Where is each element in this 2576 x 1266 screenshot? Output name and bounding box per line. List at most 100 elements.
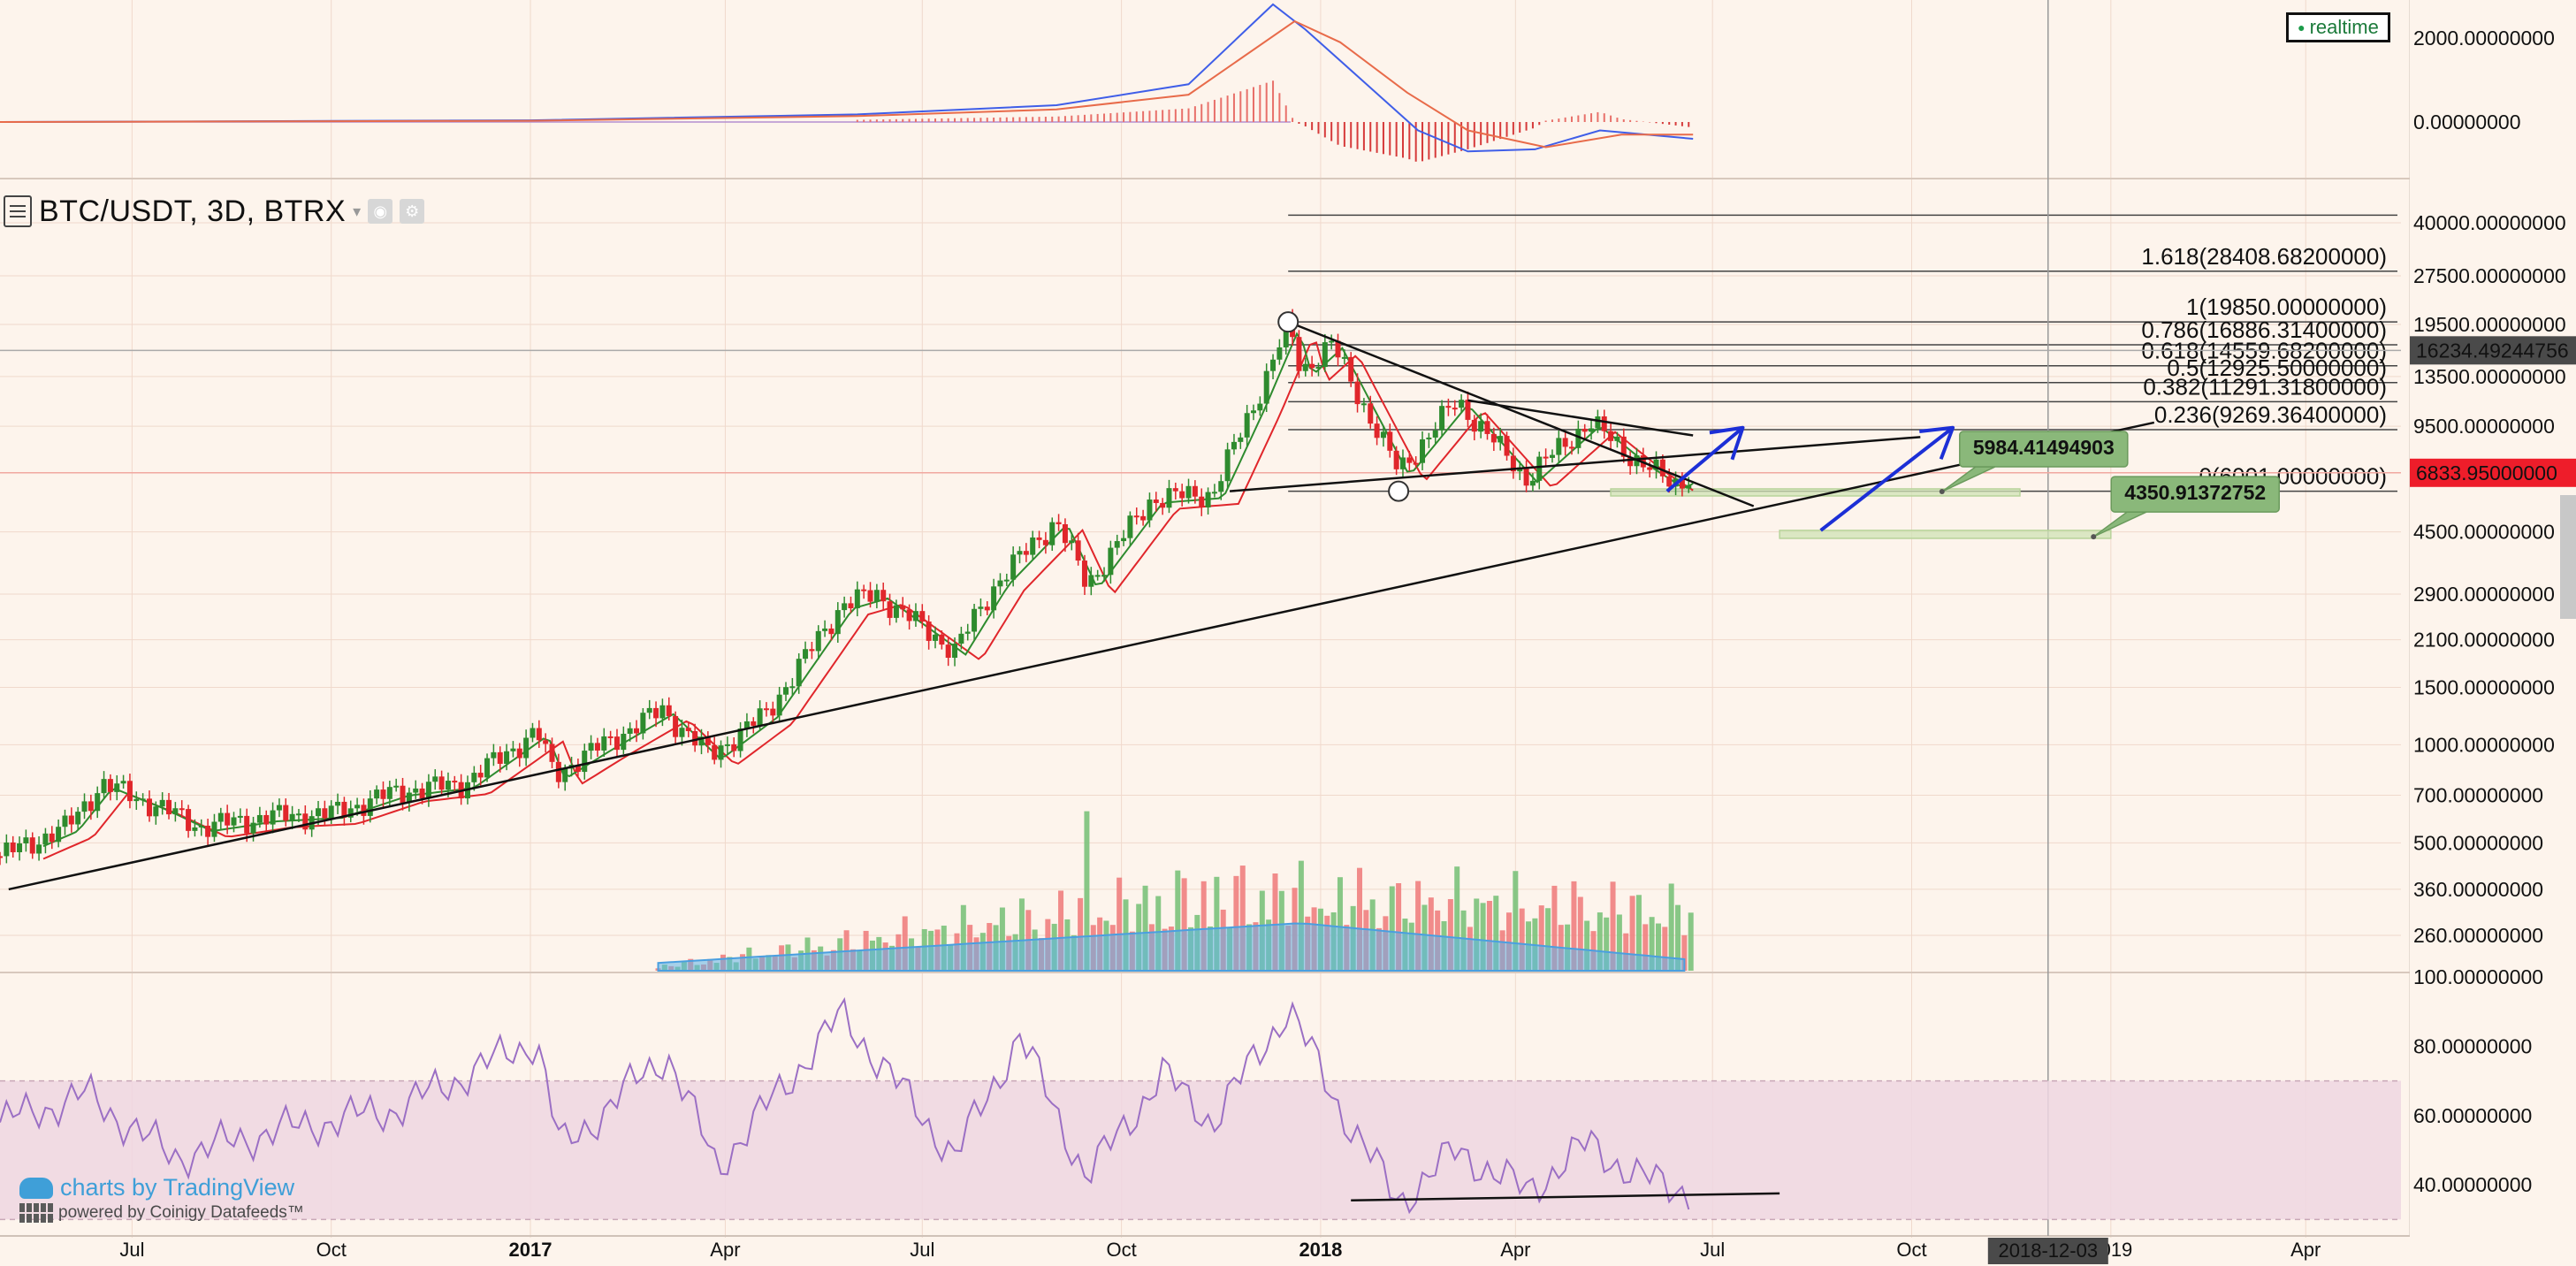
arrow-annotation[interactable]	[1819, 425, 1955, 532]
candle-body	[1348, 356, 1354, 382]
candle-body	[867, 590, 873, 602]
candle-body	[1133, 515, 1139, 518]
crosshair-price-box	[2410, 336, 2576, 365]
candle-body	[1523, 467, 1529, 486]
macd-pane[interactable]	[0, 3, 1694, 162]
candle-body	[1322, 342, 1328, 368]
price-pane[interactable]: 1.618(28408.68200000)1(19850.00000000)0.…	[0, 0, 2401, 1236]
candle-body	[4, 842, 10, 857]
candle-body	[712, 744, 718, 760]
chevron-down-icon[interactable]: ▾	[353, 202, 362, 220]
candle-body	[692, 731, 698, 746]
volume-bar	[1649, 917, 1655, 971]
volume-bar	[1493, 896, 1499, 971]
arrow-head-icon	[1919, 425, 1955, 461]
candle-body	[900, 605, 906, 610]
scrollbar[interactable]	[2560, 495, 2576, 619]
rsi-divergence-line[interactable]	[1351, 1192, 1780, 1202]
macd-tick-label: 2000.00000000	[2413, 27, 2555, 50]
candle-body	[146, 798, 152, 817]
candle-body	[978, 606, 984, 609]
candle-body	[133, 798, 140, 802]
candle-body	[1465, 400, 1471, 420]
candle-body	[62, 815, 68, 827]
candle-body	[328, 805, 334, 819]
volume-bar	[1181, 878, 1187, 971]
candle-body	[1426, 437, 1432, 439]
candle-body	[335, 801, 341, 806]
candle-body	[842, 603, 848, 611]
gear-icon[interactable]: ⚙	[400, 199, 425, 224]
trendline[interactable]	[1467, 399, 1694, 437]
rsi-tick-label: 60.00000000	[2413, 1104, 2532, 1127]
candle-body	[29, 837, 35, 854]
price-callout[interactable]: 4350.91372752	[2091, 476, 2280, 540]
price-callout[interactable]: 5984.41494903	[1939, 431, 2129, 495]
candle-body	[81, 801, 88, 812]
candle-body	[906, 609, 912, 622]
grid	[0, 0, 2576, 1238]
candle-body	[757, 708, 763, 726]
candle-body	[1432, 430, 1438, 438]
candle-body	[36, 844, 42, 854]
trendline[interactable]	[1229, 436, 1921, 492]
candle-body	[1549, 454, 1555, 458]
candle-body	[562, 768, 568, 782]
candle-body	[763, 708, 769, 711]
volume-bar	[1635, 895, 1642, 971]
candle-body	[997, 580, 1003, 587]
candle-body	[751, 721, 757, 726]
pivot-handle[interactable]	[1388, 480, 1410, 502]
price-tick-label: 2100.00000000	[2413, 629, 2555, 652]
candle-body	[731, 744, 737, 751]
candle-body	[634, 728, 640, 734]
watermark-line2: powered by Coinigy Datafeeds™	[58, 1203, 304, 1222]
price-tick-label: 9500.00000000	[2413, 415, 2555, 438]
symbol-title[interactable]: BTC/USDT, 3D, BTRX	[39, 194, 347, 228]
callout-label: 5984.41494903	[1973, 436, 2115, 459]
candle-body	[543, 740, 549, 744]
candle-body	[1075, 540, 1081, 561]
y-axis[interactable]: 2000.00000000 0.00000000 40000.00000000 275…	[2410, 0, 2576, 1236]
candle-body	[991, 586, 997, 611]
candle-body	[393, 785, 400, 788]
volume-bar	[1616, 914, 1622, 971]
candle-body	[796, 659, 802, 687]
arrow-annotation[interactable]	[1665, 425, 1745, 493]
volume-bar	[1175, 870, 1181, 971]
trendline[interactable]	[1287, 320, 1755, 507]
tradingview-watermark[interactable]: charts by TradingView powered by Coinigy…	[19, 1174, 304, 1223]
candle-body	[1608, 431, 1614, 441]
candle-body	[1595, 416, 1601, 429]
time-tick-label: Apr	[1500, 1239, 1530, 1261]
candle-body	[283, 805, 289, 821]
candle-body	[56, 827, 62, 843]
realtime-badge[interactable]: ● realtime	[2286, 12, 2390, 42]
rsi-pane[interactable]	[0, 996, 2401, 1221]
candle-body	[1062, 523, 1068, 544]
candle-body	[1127, 515, 1133, 538]
candle-body	[1329, 340, 1335, 343]
x-axis[interactable]: Jul Oct 2017 Apr Jul Oct 2018 Apr Jul Oct 2019 Apr2…	[119, 1238, 2321, 1264]
candle-body	[1581, 428, 1588, 432]
callout-box	[2110, 476, 2280, 513]
support-zone[interactable]	[1610, 488, 2021, 497]
volume-bar	[1486, 901, 1492, 971]
trendline[interactable]	[8, 421, 2155, 891]
time-tick-label: Jul	[1700, 1239, 1725, 1261]
candle-body	[237, 815, 243, 818]
candle-body	[803, 649, 809, 660]
candle-body	[1238, 437, 1244, 442]
support-zone[interactable]	[1779, 530, 2112, 539]
moving-average-fast	[42, 332, 1694, 848]
fib-level-label: 0.236(9269.36400000)	[2154, 401, 2387, 428]
eye-icon[interactable]: ◉	[368, 199, 393, 224]
menu-icon[interactable]	[4, 195, 32, 227]
candle-body	[1257, 403, 1263, 411]
time-tick-label: 2017	[509, 1239, 553, 1261]
pivot-handle[interactable]	[1277, 311, 1299, 333]
volume-bar	[1545, 908, 1551, 971]
candle-body	[743, 721, 750, 729]
volume-bar	[1688, 912, 1694, 971]
